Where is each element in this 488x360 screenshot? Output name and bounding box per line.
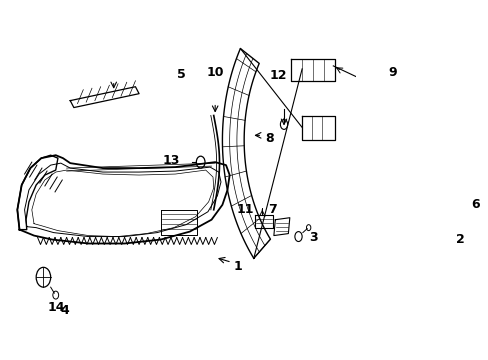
Text: 11: 11 [236, 203, 254, 216]
Text: 8: 8 [264, 132, 273, 145]
Text: 14: 14 [48, 301, 65, 314]
Text: 5: 5 [176, 68, 185, 81]
Text: 6: 6 [470, 198, 479, 211]
Text: 2: 2 [456, 233, 464, 246]
Text: 3: 3 [309, 231, 317, 244]
Text: 12: 12 [269, 69, 286, 82]
Text: 9: 9 [387, 66, 396, 79]
Text: 10: 10 [206, 66, 224, 79]
Text: 1: 1 [233, 260, 242, 273]
Text: 13: 13 [162, 154, 179, 167]
Text: 4: 4 [61, 305, 69, 318]
Text: 7: 7 [267, 203, 276, 216]
